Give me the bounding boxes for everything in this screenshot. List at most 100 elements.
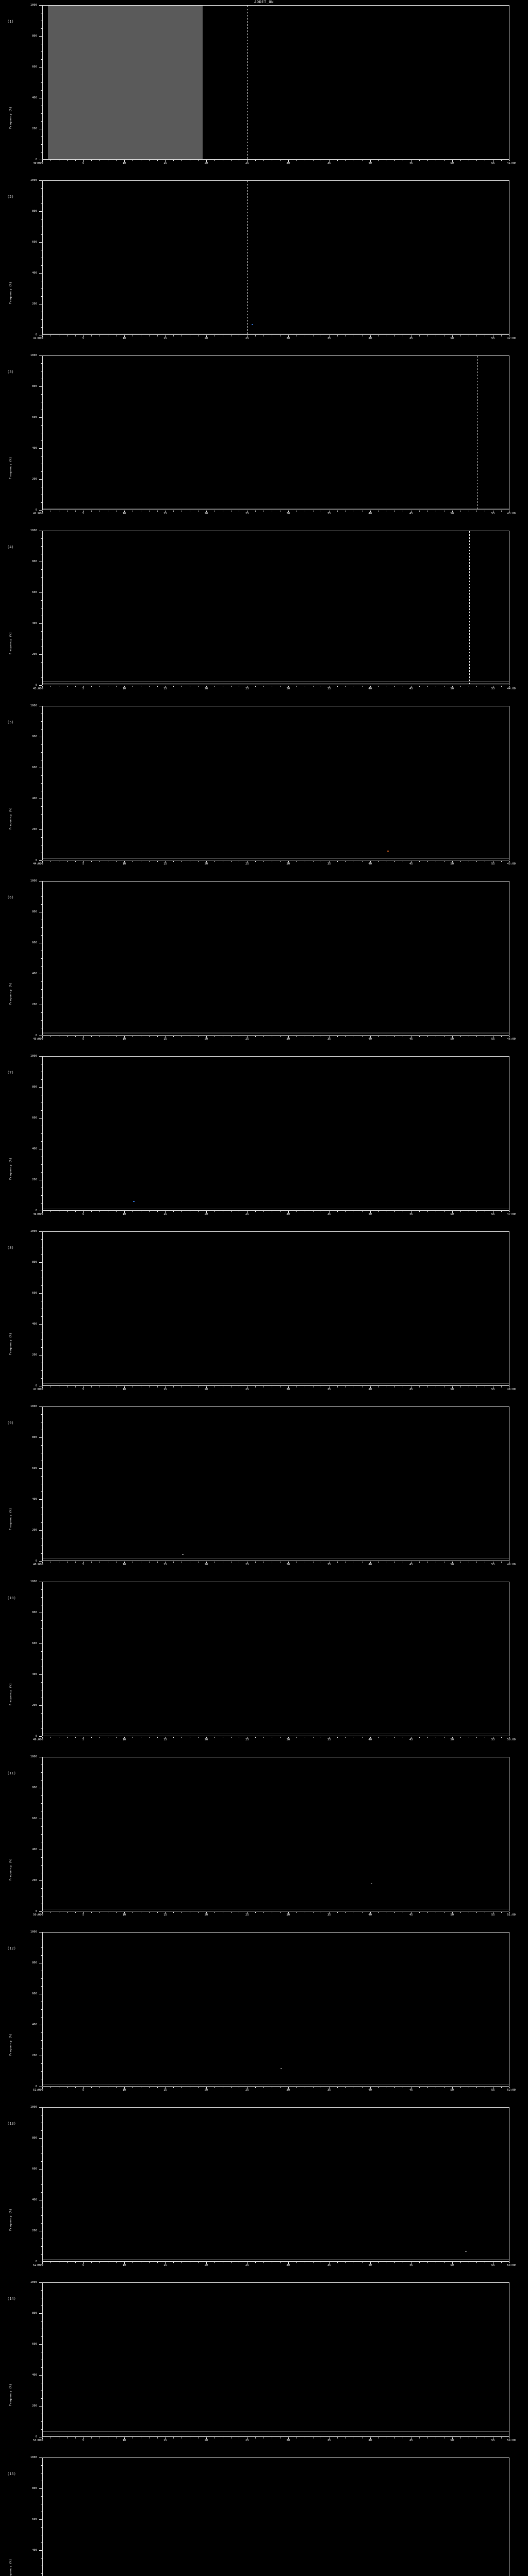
grid-line xyxy=(43,2431,509,2432)
y-minor-tick xyxy=(41,1865,42,1866)
x-minor-tick xyxy=(230,2437,232,2438)
x-tick-label: 0 xyxy=(41,337,43,340)
x-minor-tick xyxy=(509,1912,510,1913)
y-tick-label: 600 xyxy=(32,1116,37,1120)
y-minor-tick xyxy=(41,2215,42,2216)
x-tick-mark xyxy=(165,861,166,862)
y-tick-label: 1000 xyxy=(30,2456,37,2459)
x-axis-end-label: 52:00 xyxy=(507,2089,516,2092)
x-minor-tick xyxy=(214,1912,215,1913)
x-tick-label: 0 xyxy=(41,1388,43,1391)
y-tick-label: 0 xyxy=(35,509,37,512)
x-tick-label: 10 xyxy=(122,337,126,340)
y-axis-title: Frequency (%) xyxy=(9,1683,12,1705)
x-tick-label: 10 xyxy=(122,1738,126,1741)
x-tick-label: 10 xyxy=(122,2089,126,2092)
x-minor-tick xyxy=(148,1562,150,1563)
x-tick-label: 5 xyxy=(82,1563,85,1566)
x-tick-label: 50 xyxy=(450,862,454,866)
x-axis: 0 5 10 15 20 25 30 35 40 45 50 55 49:00 50:00 xyxy=(33,1737,516,1744)
y-tick-label: 1000 xyxy=(30,1755,37,1758)
x-tick-mark xyxy=(124,2087,125,2089)
y-tick-label: 200 xyxy=(32,1353,37,1357)
x-tick-label: 25 xyxy=(245,162,249,165)
x-minor-tick xyxy=(214,1737,215,1738)
x-tick-label: 40 xyxy=(368,862,372,866)
x-tick-label: 35 xyxy=(327,2439,331,2442)
x-minor-tick xyxy=(419,1386,420,1387)
x-minor-tick xyxy=(337,2262,338,2263)
x-minor-tick xyxy=(75,1912,76,1913)
x-tick-label: 10 xyxy=(122,162,126,165)
x-minor-tick xyxy=(419,1737,420,1738)
x-tick-mark xyxy=(165,2437,166,2439)
data-marker xyxy=(465,2251,467,2252)
y-tick-mark xyxy=(39,5,42,6)
x-minor-tick xyxy=(230,861,232,862)
x-axis-end-label: 53:00 xyxy=(507,2264,516,2267)
x-minor-tick xyxy=(460,1912,461,1913)
x-minor-tick xyxy=(198,160,199,161)
x-axis: 0 5 10 15 20 25 30 35 40 45 50 55 50:00 51:00 xyxy=(33,1912,516,1919)
x-tick-label: 10 xyxy=(122,1913,126,1917)
y-minor-tick xyxy=(41,783,42,784)
x-tick-label: 0 xyxy=(41,2264,43,2267)
x-minor-tick xyxy=(501,335,502,336)
x-tick-mark xyxy=(165,335,166,337)
x-tick-mark xyxy=(247,2437,248,2439)
x-tick-mark xyxy=(124,2437,125,2439)
x-tick-label: 40 xyxy=(368,1738,372,1741)
x-axis-end-label: 49:00 xyxy=(507,1563,516,1566)
x-minor-tick xyxy=(255,2087,256,2088)
y-tick-mark xyxy=(39,1674,42,1675)
x-tick-mark xyxy=(370,511,371,512)
x-axis-start-label: 46:00 xyxy=(33,1213,42,1216)
x-tick-mark xyxy=(370,2437,371,2439)
x-tick-mark xyxy=(247,511,248,512)
y-tick-label: 400 xyxy=(32,622,37,625)
chart-panel: (1) Frequency (%) 0 200 400 600 800 1000 0 5 10 15 2… xyxy=(0,4,528,180)
x-minor-tick xyxy=(427,2437,428,2438)
y-tick-label: 200 xyxy=(32,653,37,656)
y-tick-mark xyxy=(39,1468,42,1469)
x-minor-tick xyxy=(255,1036,256,1037)
x-axis: 0 5 10 15 20 25 30 35 40 45 50 55 51:00 52:00 xyxy=(33,2087,516,2094)
y-tick-label: 600 xyxy=(32,1642,37,1645)
x-minor-tick xyxy=(67,2437,68,2438)
y-tick-label: 200 xyxy=(32,127,37,130)
y-minor-tick xyxy=(41,1826,42,1827)
y-tick-label: 600 xyxy=(32,2343,37,2346)
y-minor-tick xyxy=(41,471,42,472)
y-minor-tick xyxy=(41,2071,42,2072)
y-minor-tick xyxy=(41,144,42,145)
y-tick-label: 200 xyxy=(32,1529,37,1532)
x-minor-tick xyxy=(91,861,92,862)
x-tick-mark xyxy=(42,861,43,862)
x-minor-tick xyxy=(378,335,379,336)
x-minor-tick xyxy=(378,2262,379,2263)
x-minor-tick xyxy=(501,511,502,512)
x-tick-label: 15 xyxy=(163,687,167,690)
x-axis: 0 5 10 15 20 25 30 35 40 45 50 55 42:00 43:00 xyxy=(33,511,516,518)
x-minor-tick xyxy=(255,2437,256,2438)
x-minor-tick xyxy=(337,686,338,687)
x-tick-label: 30 xyxy=(286,512,290,515)
x-tick-label: 35 xyxy=(327,1913,331,1917)
x-minor-tick xyxy=(75,1737,76,1738)
x-minor-tick xyxy=(509,1386,510,1387)
x-minor-tick xyxy=(214,335,215,336)
x-minor-tick xyxy=(394,1562,395,1563)
y-minor-tick xyxy=(41,2254,42,2255)
x-minor-tick xyxy=(296,335,297,336)
x-tick-label: 40 xyxy=(368,1563,372,1566)
y-tick-label: 800 xyxy=(32,1086,37,1089)
x-tick-mark xyxy=(165,511,166,512)
chart-panel: (15)Frequency (%)02004006008001000051015… xyxy=(0,2456,528,2576)
y-tick-mark xyxy=(39,2107,42,2108)
x-minor-tick xyxy=(255,1912,256,1913)
x-tick-mark xyxy=(370,160,371,162)
y-minor-tick xyxy=(41,1597,42,1598)
x-tick-label: 55 xyxy=(491,2264,495,2267)
y-minor-tick xyxy=(41,1378,42,1379)
y-minor-tick xyxy=(41,1955,42,1956)
